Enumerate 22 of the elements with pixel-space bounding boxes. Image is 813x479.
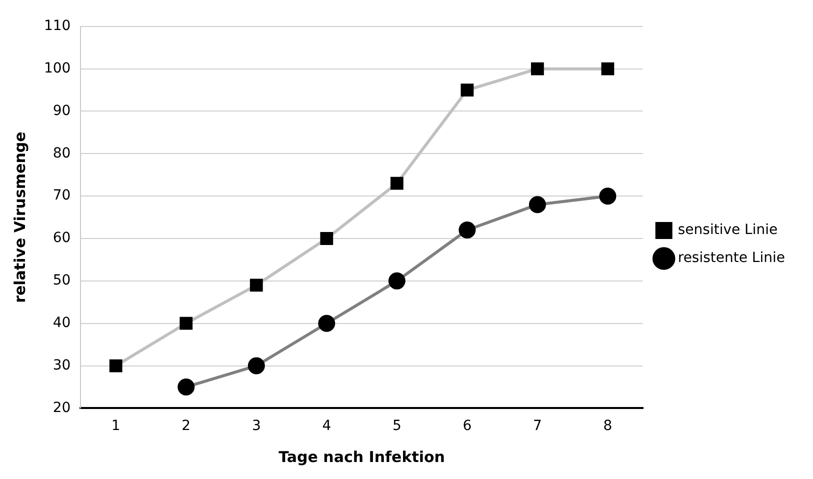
y-tick-label: 30 (52, 357, 71, 374)
legend-label: sensitive Linie (678, 222, 778, 238)
x-tick-label: 2 (182, 418, 191, 434)
x-tick-label: 3 (252, 418, 261, 434)
x-tick-label: 6 (462, 418, 472, 434)
y-tick-label: 20 (52, 400, 71, 416)
y-tick-label: 80 (52, 145, 71, 162)
y-tick-label: 90 (52, 102, 71, 119)
x-tick-label: 4 (322, 418, 332, 434)
y-tick-label: 50 (52, 272, 71, 289)
x-tick-label: 5 (392, 418, 402, 434)
x-tick-label: 8 (603, 418, 612, 434)
y-tick-label: 70 (52, 188, 71, 204)
y-axis-title: relative Virusmenge (10, 132, 29, 303)
x-axis-title: Tage nach Infektion (278, 448, 445, 466)
y-tick-label: 110 (44, 18, 71, 34)
y-tick-label: 60 (52, 230, 71, 246)
x-tick-label: 7 (533, 418, 542, 434)
legend-label: resistente Linie (678, 250, 786, 266)
y-tick-label: 40 (52, 314, 71, 331)
y-tick-label: 100 (44, 60, 71, 76)
x-tick-label: 1 (111, 418, 120, 434)
